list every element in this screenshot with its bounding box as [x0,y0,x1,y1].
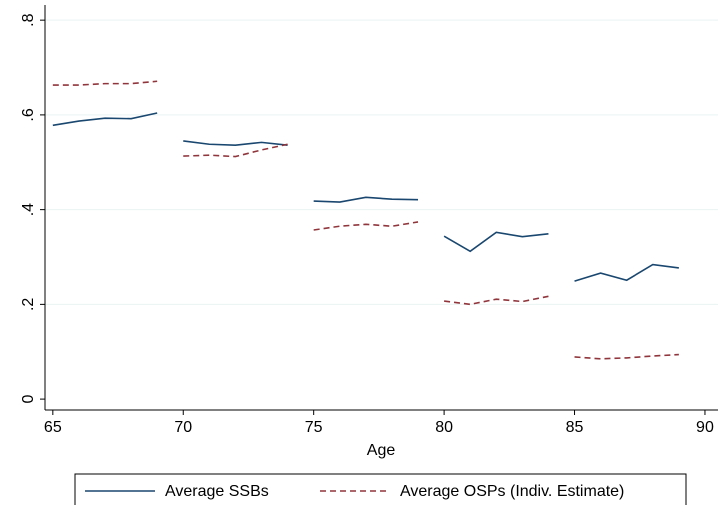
y-tick-label: .8 [20,13,37,26]
x-tick-label: 70 [174,419,192,436]
x-tick-label: 90 [696,419,714,436]
series-line [52,80,679,360]
x-tick-label: 75 [305,419,323,436]
y-tick-label: .6 [20,108,37,121]
x-axis-label: Age [367,442,396,459]
y-tick-label: .2 [20,298,37,311]
legend-label: Average OSPs (Indiv. Estimate) [400,483,624,500]
x-tick-label: 80 [435,419,453,436]
series-line [52,112,679,282]
legend-label: Average SSBs [165,483,269,500]
y-tick-label: .4 [20,203,37,216]
x-tick-label: 65 [44,419,62,436]
x-tick-label: 85 [566,419,584,436]
y-tick-label: 0 [20,395,37,404]
